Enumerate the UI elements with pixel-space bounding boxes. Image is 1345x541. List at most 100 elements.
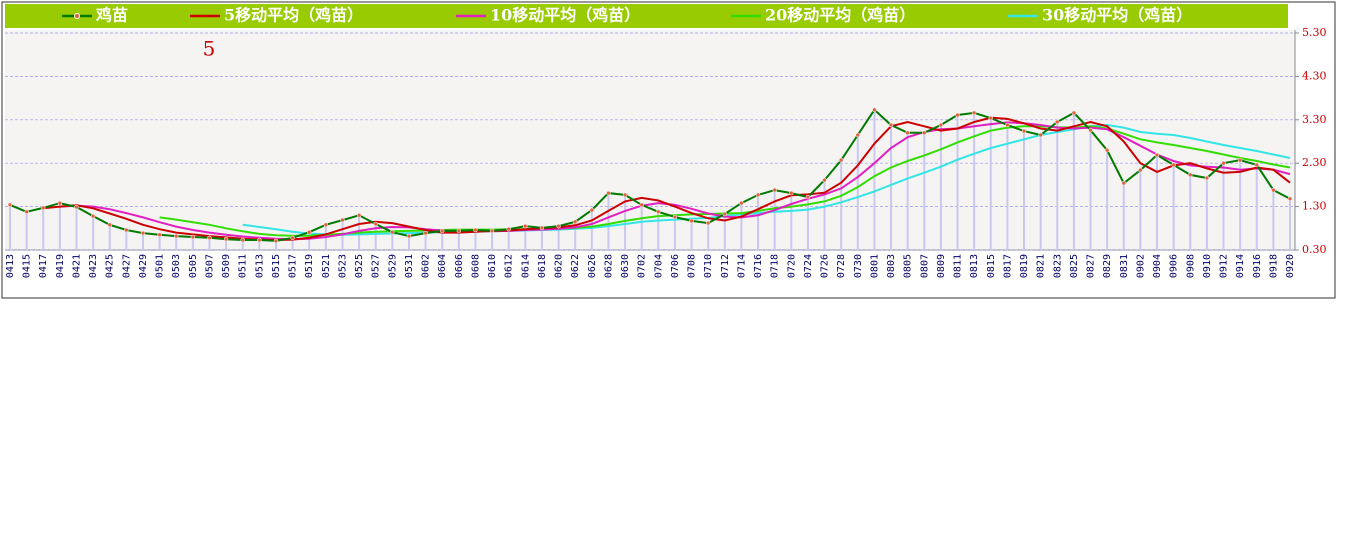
bar: [773, 190, 776, 250]
bar: [258, 240, 261, 250]
bar: [1272, 190, 1275, 250]
point-marker: [90, 213, 96, 219]
bar: [923, 132, 926, 250]
x-tick-label: 0813: [969, 254, 980, 278]
bar: [757, 194, 760, 250]
bar: [241, 240, 244, 250]
x-tick-label: 0612: [504, 254, 515, 278]
x-tick-label: 0628: [603, 254, 614, 278]
point-marker: [1287, 196, 1293, 202]
point-marker: [672, 214, 678, 220]
bar: [823, 180, 826, 250]
point-marker: [556, 223, 561, 229]
point-marker: [922, 130, 927, 136]
point-marker: [572, 219, 578, 225]
bar: [806, 197, 809, 250]
point-marker: [74, 204, 79, 210]
point-marker: [290, 235, 295, 241]
point-marker: [273, 238, 279, 244]
point-marker: [855, 132, 861, 138]
point-marker: [938, 122, 944, 128]
x-tick-label: 0910: [1202, 254, 1213, 278]
bar: [540, 227, 543, 250]
x-tick-label: 0809: [936, 254, 947, 278]
point-marker: [622, 192, 628, 198]
point-marker: [971, 110, 977, 116]
point-marker: [24, 209, 29, 215]
bar: [989, 118, 992, 251]
x-tick-label: 0517: [288, 254, 299, 278]
bar: [657, 211, 660, 250]
x-tick-label: 0427: [121, 254, 132, 278]
point-marker: [539, 225, 545, 231]
bar: [590, 210, 593, 250]
x-tick-label: 0712: [720, 254, 731, 278]
bar: [673, 217, 676, 250]
x-tick-label: 0419: [55, 254, 66, 278]
point-marker: [988, 115, 994, 121]
x-tick-label: 0602: [421, 254, 432, 278]
bar: [740, 203, 743, 250]
x-tick-label: 0702: [637, 254, 648, 278]
x-tick-label: 0501: [155, 254, 166, 278]
x-tick-label: 0515: [271, 254, 282, 278]
point-marker: [240, 237, 245, 243]
x-tick-label: 0902: [1135, 254, 1146, 278]
point-marker: [1104, 147, 1110, 153]
point-marker: [888, 122, 894, 128]
x-tick-label: 0630: [620, 254, 631, 278]
bar: [92, 216, 95, 250]
point-marker: [306, 229, 312, 235]
x-tick-label: 0714: [736, 254, 747, 278]
point-marker: [173, 233, 179, 239]
x-tick-label: 0726: [820, 254, 831, 278]
bar: [707, 223, 710, 250]
x-tick-label: 0521: [321, 254, 332, 278]
point-marker: [805, 194, 811, 200]
bar: [507, 229, 510, 250]
x-tick-label: 0912: [1219, 254, 1230, 278]
point-marker: [755, 192, 761, 198]
x-tick-label: 0525: [354, 254, 365, 278]
x-tick-label: 0417: [38, 254, 49, 278]
plot-area: [5, 30, 1295, 250]
point-marker: [1021, 128, 1027, 134]
bar: [474, 230, 477, 250]
point-marker: [356, 213, 362, 218]
y-tick-label: 5.30: [1302, 26, 1327, 39]
x-tick-label: 0425: [105, 254, 116, 278]
bar: [524, 226, 527, 250]
x-tick-label: 0914: [1235, 254, 1246, 278]
x-tick-label: 0821: [1036, 254, 1047, 278]
x-tick-label: 0730: [853, 254, 864, 278]
x-tick-label: 0608: [470, 254, 481, 278]
bar: [225, 239, 228, 250]
point-marker: [124, 227, 129, 233]
x-tick-label: 0904: [1152, 254, 1163, 278]
bar: [58, 203, 61, 250]
bar: [574, 221, 577, 250]
bar: [956, 115, 959, 250]
legend-label: 30移动平均（鸡苗）: [1042, 6, 1192, 25]
bar: [25, 211, 28, 250]
x-tick-label: 0531: [404, 254, 415, 278]
x-tick-label: 0708: [687, 254, 698, 278]
series-line: [59, 121, 1291, 241]
x-tick-label: 0815: [986, 254, 997, 278]
point-marker: [955, 112, 960, 118]
bar: [1239, 160, 1242, 250]
point-marker: [7, 202, 13, 208]
x-tick-label: 0906: [1169, 254, 1180, 278]
x-tick-label: 0507: [204, 254, 215, 278]
x-tick-label: 0718: [770, 254, 781, 278]
bar: [1122, 183, 1125, 250]
bar: [723, 213, 726, 250]
bar: [1156, 154, 1159, 250]
bar: [840, 160, 843, 250]
point-marker: [390, 229, 395, 235]
point-marker: [190, 234, 196, 240]
bar: [1039, 134, 1042, 250]
y-tick-label: 0.30: [1302, 243, 1327, 256]
bar: [790, 193, 793, 250]
x-tick-label: 0716: [753, 254, 764, 278]
